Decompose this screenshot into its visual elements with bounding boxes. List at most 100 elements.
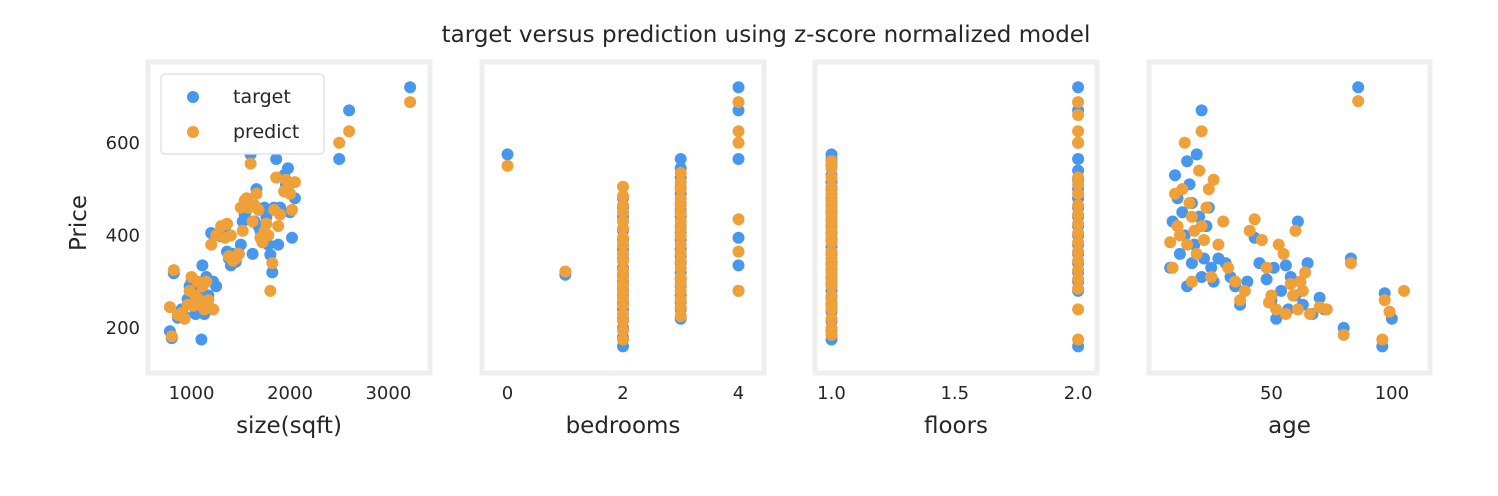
point-target-floors-44 — [1072, 81, 1085, 94]
point-target-size-13 — [195, 333, 208, 346]
point-predict-size-2 — [167, 264, 180, 277]
xtick-label-bedrooms-2: 4 — [733, 383, 744, 404]
point-predict-age-29 — [1255, 234, 1268, 246]
point-predict-age-13 — [1193, 164, 1206, 177]
point-predict-bedrooms-43 — [732, 213, 745, 226]
point-predict-bedrooms-41 — [732, 284, 745, 297]
point-predict-floors-11 — [825, 245, 838, 258]
point-predict-size-44 — [264, 284, 277, 297]
point-predict-size-58 — [404, 96, 417, 109]
x-axis-label-bedrooms: bedrooms — [566, 413, 681, 439]
point-target-age-16 — [1195, 104, 1208, 117]
point-predict-bedrooms-15 — [617, 231, 629, 244]
point-predict-age-50 — [1376, 333, 1389, 346]
point-predict-floors-34 — [1072, 208, 1085, 221]
point-predict-size-5 — [178, 312, 191, 325]
xtick-label-size-0: 1000 — [169, 383, 215, 404]
xtick-label-floors-2: 2.0 — [1064, 383, 1093, 404]
point-predict-floors-42 — [1072, 96, 1085, 109]
point-predict-floors-28 — [1072, 264, 1085, 277]
point-predict-size-32 — [240, 192, 253, 205]
point-predict-bedrooms-13 — [617, 247, 629, 260]
point-target-age-20 — [1205, 261, 1218, 274]
point-target-bedrooms-45 — [732, 104, 745, 117]
point-predict-size-30 — [236, 224, 249, 237]
ytick-label-0: 200 — [106, 318, 140, 339]
point-predict-size-1 — [165, 330, 178, 343]
point-predict-floors-25 — [1072, 303, 1085, 316]
point-predict-floors-32 — [1072, 227, 1085, 239]
point-predict-bedrooms-5 — [617, 308, 629, 320]
point-predict-age-44 — [1304, 308, 1316, 320]
point-predict-bedrooms-0 — [501, 159, 514, 172]
point-predict-size-49 — [274, 208, 287, 221]
point-predict-age-25 — [1234, 294, 1247, 307]
point-predict-age-43 — [1299, 266, 1312, 279]
point-predict-age-48 — [1344, 257, 1357, 270]
point-predict-bedrooms-17 — [617, 215, 629, 228]
point-predict-age-51 — [1378, 294, 1391, 307]
point-predict-size-38 — [252, 203, 265, 216]
point-predict-floors-21 — [825, 171, 838, 184]
point-target-bedrooms-46 — [732, 81, 745, 94]
point-predict-bedrooms-27 — [674, 271, 687, 283]
point-predict-size-17 — [202, 294, 215, 307]
point-target-age-2 — [1169, 169, 1181, 182]
point-predict-age-36 — [1279, 308, 1292, 320]
x-axis-label-size: size(sqft) — [236, 413, 342, 439]
point-predict-age-49 — [1352, 95, 1365, 108]
legend-marker-predict — [187, 126, 199, 138]
point-predict-age-22 — [1217, 215, 1230, 228]
point-predict-floors-36 — [1072, 187, 1085, 200]
point-target-size-57 — [343, 104, 356, 117]
point-predict-floors-23 — [825, 155, 838, 168]
x-axis-label-age: age — [1268, 413, 1311, 439]
point-predict-age-42 — [1296, 284, 1309, 297]
point-predict-floors-2 — [825, 312, 838, 325]
point-target-size-48 — [272, 238, 285, 251]
point-predict-size-15 — [198, 303, 211, 316]
point-predict-floors-29 — [1072, 254, 1085, 267]
point-predict-age-12 — [1190, 247, 1203, 260]
point-predict-floors-31 — [1072, 236, 1085, 249]
point-predict-age-40 — [1291, 303, 1304, 316]
point-predict-bedrooms-21 — [617, 180, 629, 193]
point-predict-size-16 — [200, 275, 213, 288]
point-predict-age-47 — [1337, 328, 1350, 341]
point-predict-size-35 — [246, 215, 259, 228]
point-predict-size-19 — [207, 303, 220, 316]
point-predict-age-5 — [1176, 183, 1189, 196]
xtick-label-size-1: 2000 — [267, 383, 313, 404]
subplot-floors: 1.0 1.5 2.0 floors — [812, 59, 1100, 439]
point-target-floors-41 — [1072, 153, 1085, 165]
xtick-label-age-0: 50 — [1260, 383, 1283, 404]
point-predict-size-34 — [244, 157, 257, 170]
point-predict-size-43 — [262, 229, 275, 242]
point-predict-size-53 — [284, 187, 296, 200]
point-predict-floors-35 — [1072, 199, 1085, 212]
point-predict-age-24 — [1229, 275, 1242, 288]
point-predict-bedrooms-3 — [617, 324, 629, 337]
point-target-size-58 — [404, 81, 417, 94]
legend-label-target: target — [233, 86, 291, 108]
point-predict-age-53 — [1398, 284, 1410, 297]
point-target-age-48 — [1352, 81, 1365, 94]
point-predict-floors-1 — [825, 321, 838, 334]
point-target-age-13 — [1190, 148, 1203, 161]
point-predict-bedrooms-39 — [674, 176, 687, 189]
point-predict-age-28 — [1248, 213, 1261, 226]
point-predict-floors-24 — [1072, 333, 1085, 346]
point-predict-floors-33 — [1072, 217, 1085, 230]
point-target-age-35 — [1279, 259, 1292, 272]
point-predict-age-1 — [1166, 261, 1179, 274]
axes-frame-floors — [812, 59, 1100, 376]
point-target-age-4 — [1173, 247, 1186, 260]
point-predict-bedrooms-46 — [732, 96, 745, 109]
point-predict-age-38 — [1287, 289, 1300, 302]
point-predict-age-6 — [1178, 136, 1191, 149]
point-predict-size-57 — [343, 125, 356, 138]
x-axis-label-floors: floors — [924, 413, 988, 439]
subplot-age: 50 100 age — [1146, 59, 1433, 439]
point-target-bedrooms-44 — [732, 153, 745, 165]
point-predict-size-54 — [286, 203, 298, 216]
